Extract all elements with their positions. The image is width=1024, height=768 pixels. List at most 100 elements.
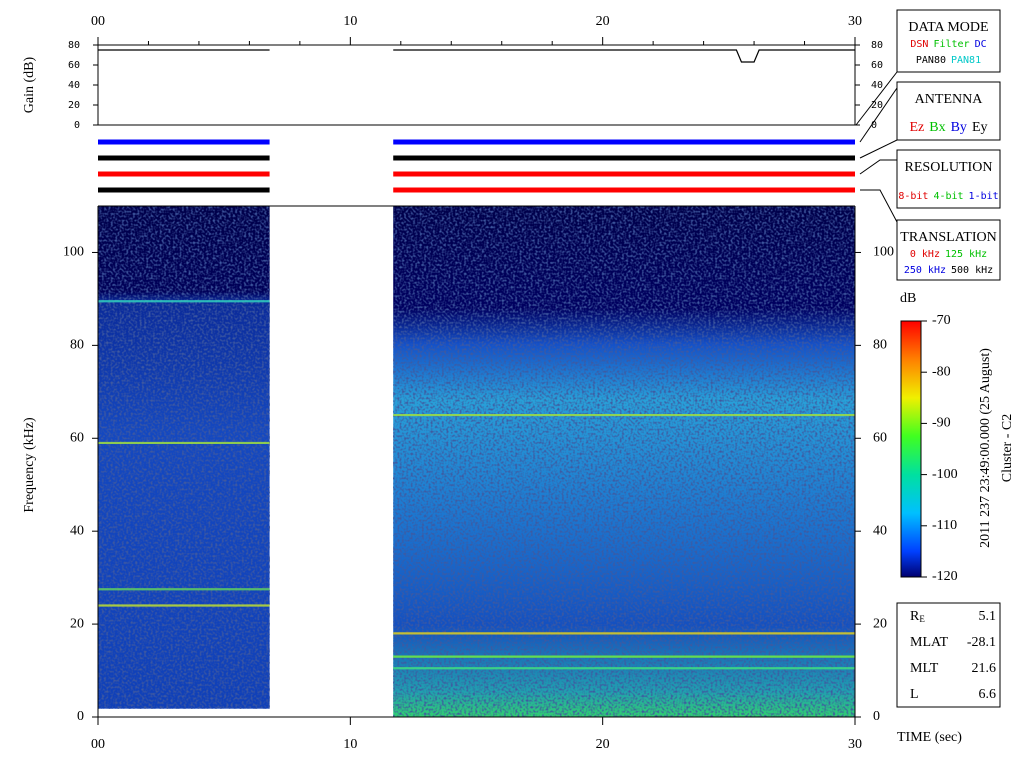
legend-title: TRANSLATION (900, 230, 996, 245)
colorbar-tick-label: -70 (932, 313, 951, 328)
legend-item: 1-bit (969, 191, 999, 202)
orbit-value: -28.1 (967, 635, 996, 650)
mode-bar (98, 171, 270, 177)
y-tick-label: 40 (871, 80, 883, 91)
orbit-label: MLT (910, 661, 939, 676)
y-tick-label: 80 (873, 338, 887, 353)
y-tick-label: 20 (873, 616, 887, 631)
y-tick-label: 20 (871, 100, 883, 111)
legend-row: Ez Bx By Ey (909, 120, 987, 135)
colorbar-tick-label: -120 (932, 569, 958, 584)
y-tick-label: 60 (871, 60, 883, 71)
y-tick-label: 0 (873, 709, 880, 724)
legend-item: Bx (929, 120, 945, 135)
mode-bar (98, 139, 270, 145)
y-tick-label: 0 (77, 709, 84, 724)
y-tick-label: 60 (873, 430, 887, 445)
x-tick-label: 20 (596, 737, 610, 752)
legend-box (896, 9, 1001, 73)
gain-frame (97, 44, 856, 126)
y-tick-label: 0 (871, 120, 877, 131)
legend-row: 8-bit 4-bit 1-bit (898, 191, 998, 202)
legend-item: PAN80 (916, 55, 946, 66)
colorbar-tick-label: -90 (932, 416, 951, 431)
y-tick-label: 40 (873, 523, 887, 538)
gain-line (98, 49, 855, 63)
y-tick-label: 100 (873, 245, 894, 260)
x-tick-label: 30 (848, 14, 862, 29)
y-tick-label: 20 (68, 100, 80, 111)
y-axis-label: Frequency (kHz) (22, 417, 37, 513)
x-tick-label: 00 (91, 14, 105, 29)
legend-item: DC (975, 39, 987, 50)
spacecraft: Cluster - C2 (1000, 414, 1015, 482)
x-tick-label: 30 (848, 737, 862, 752)
y-tick-label: 60 (68, 60, 80, 71)
legend-item: By (951, 120, 967, 135)
spectrogram-noise (393, 206, 855, 717)
connectors (855, 71, 898, 223)
colorbar-tick-label: -110 (932, 518, 957, 533)
y-tick-label: 0 (74, 120, 80, 131)
orbit-label-main: L (910, 687, 919, 702)
legend-box (896, 149, 1001, 209)
y-tick-label: 80 (68, 40, 80, 51)
mode-bar (393, 187, 855, 193)
colorbar-tick-label: -80 (932, 364, 951, 379)
mode-bar (98, 155, 270, 161)
y-tick-label: 80 (70, 338, 84, 353)
spectrogram-noise (98, 206, 270, 709)
y-tick-label: 40 (70, 523, 84, 538)
legend-item: 0 kHz (910, 249, 940, 260)
legend-title: DATA MODE (908, 20, 988, 35)
legend-box (896, 81, 1001, 141)
mode-bar (393, 155, 855, 161)
y-tick-label: 40 (68, 80, 80, 91)
orbit-label-main: R (910, 609, 920, 624)
orbit-value: 6.6 (979, 687, 997, 702)
legend-title: RESOLUTION (905, 160, 993, 175)
legend-item: 8-bit (898, 191, 928, 202)
legend-item: PAN81 (951, 55, 981, 66)
legend-item: 500 kHz (951, 265, 993, 276)
orbit-value: 21.6 (972, 661, 997, 676)
y-tick-label: 60 (70, 430, 84, 445)
colorbar-tick-label: -100 (932, 467, 958, 482)
x-tick-label: 10 (343, 14, 357, 29)
orbit-label-main: MLAT (910, 635, 949, 650)
x-tick-label: 00 (91, 737, 105, 752)
legend-item: 125 kHz (945, 249, 987, 260)
legend-row: 250 kHz 500 kHz (904, 265, 993, 276)
legend-title: ANTENNA (915, 92, 984, 107)
orbit-value: 5.1 (979, 609, 997, 624)
orbit-label: MLAT (910, 635, 949, 650)
legend-row: DSN Filter DC (910, 39, 986, 50)
x-tick-label: 10 (343, 737, 357, 752)
timestamp: 2011 237 23:49:00.000 (25 August) (978, 348, 993, 548)
x-axis-label: TIME (sec) (897, 730, 962, 745)
y-tick-label: 80 (871, 40, 883, 51)
orbit-label-sub: E (919, 614, 925, 624)
orbit-label: L (910, 687, 919, 702)
legend-item: 250 kHz (904, 265, 946, 276)
x-tick-label: 20 (596, 14, 610, 29)
legend-row: 0 kHz 125 kHz (910, 249, 987, 260)
y-tick-label: 20 (70, 616, 84, 631)
orbit-label: RE (910, 609, 925, 624)
legend-item: DSN (910, 39, 928, 50)
legend-item: Ey (972, 120, 988, 135)
legend-box (896, 219, 1001, 281)
mode-bar (393, 139, 855, 145)
colorbar (900, 320, 922, 578)
mode-bar (393, 171, 855, 177)
info-box (896, 602, 1001, 708)
orbit-label-main: MLT (910, 661, 939, 676)
y-tick-label: 100 (63, 245, 84, 260)
legend-item: Filter (933, 39, 969, 50)
legend-item: Ez (909, 120, 924, 135)
y-axis-label: Gain (dB) (22, 56, 37, 113)
legend-item: 4-bit (933, 191, 963, 202)
legend-row: PAN80 PAN81 (916, 55, 981, 66)
